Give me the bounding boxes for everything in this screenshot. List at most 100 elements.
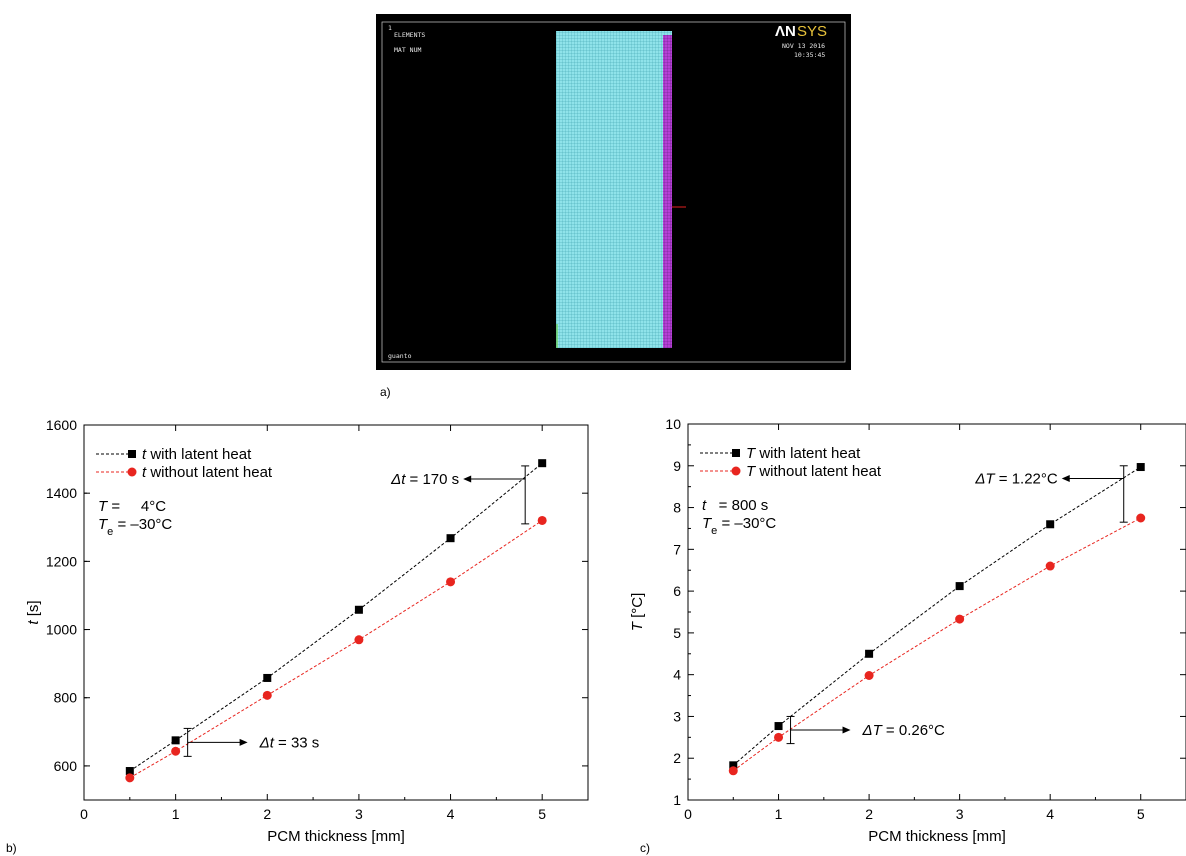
chart-1-ytick-label-1: 2 <box>673 750 681 766</box>
chart-1-xtick-label-2: 2 <box>865 806 873 822</box>
chart-0-series-1-point-1 <box>171 746 181 756</box>
chart-0-series-0-point-0 <box>125 767 134 776</box>
chart-0-series-0-point-3 <box>354 605 363 614</box>
chart-0-ytick-label-0: 600 <box>54 758 78 774</box>
chart-0-series-1-point-0 <box>125 773 135 783</box>
chart-0-ylabel: t [s] <box>25 600 42 624</box>
chart-0-ytick-label-3: 1200 <box>46 553 77 569</box>
chart-0-annotation-symbol-0: Δt <box>390 471 406 488</box>
fem-mesh-edge <box>663 35 672 348</box>
chart-1-annotation-label-0: ΔT = 1.22°C <box>974 470 1058 487</box>
chart-0-series-1-point-5 <box>537 515 547 525</box>
chart-0-condition-value-1: = –30°C <box>113 516 172 533</box>
chart-1-annotation-value-1: = 0.26°C <box>882 722 945 739</box>
fem-frame-number: 1 <box>388 24 392 32</box>
fem-mesh-svg: 1 ELEMENTS MAT NUM ΛN SYS NOV 13 2016 10… <box>381 21 846 363</box>
chart-1-series-1-point-0 <box>728 766 738 776</box>
chart-1-legend-symbol-0: T <box>746 445 757 462</box>
chart-1-ytick-label-4: 5 <box>673 625 681 641</box>
chart-1-legend-marker-0 <box>732 449 740 457</box>
chart-0-annotation-label-1: Δt = 33 s <box>259 734 320 751</box>
chart-0-series-0-line <box>129 462 543 772</box>
fem-mesh-body <box>556 35 663 348</box>
chart-1-ytick-label-5: 6 <box>673 583 681 599</box>
chart-0-ytick-label-4: 1400 <box>46 485 77 501</box>
chart-1-condition-value-0: = 800 s <box>706 497 768 514</box>
chart-0-series-0-point-1 <box>171 736 180 745</box>
chart-1-ytick-label-3: 4 <box>673 667 681 683</box>
chart-1-condition-symbol-0: t <box>702 497 707 514</box>
chart-0-condition-value-0: = 4°C <box>107 498 166 515</box>
chart-0-legend-marker-1 <box>127 467 137 477</box>
chart-1-legend-rest-0: with latent heat <box>755 445 861 462</box>
chart-0-ylabel-symbol: t <box>25 620 42 625</box>
chart-1-ylabel: T [°C] <box>629 593 646 632</box>
chart-0-xlabel: PCM thickness [mm] <box>267 828 405 845</box>
chart-1-series-1-point-5 <box>1136 513 1146 523</box>
fem-logo-part1: ΛN <box>775 23 796 40</box>
chart-1-ytick-label-7: 8 <box>673 500 681 516</box>
chart-1-series-0-point-0 <box>729 761 738 770</box>
chart-1-legend-label-0: T with latent heat <box>746 445 861 462</box>
chart-0-condition-symbol-1: T <box>98 516 109 533</box>
chart-0-series-0-point-5 <box>538 459 547 468</box>
chart-1-ytick-label-2: 3 <box>673 708 681 724</box>
chart-0-ytick-label-2: 1000 <box>46 622 77 638</box>
chart-0-series-0-point-2 <box>263 673 272 682</box>
chart-1-series-0-point-4 <box>1046 520 1055 529</box>
chart-1-series-1-point-1 <box>774 732 784 742</box>
fem-mesh-panel: 1 ELEMENTS MAT NUM ΛN SYS NOV 13 2016 10… <box>376 14 851 370</box>
fem-logo-part2: SYS <box>797 23 827 40</box>
chart-1-condition-0: t = 800 s <box>702 497 768 514</box>
chart-0-annotation-value-1: = 33 s <box>274 734 319 751</box>
chart-1-series-0-line <box>732 466 1141 766</box>
chart-0-xtick-label-2: 2 <box>263 806 271 822</box>
chart-1-xtick-label-0: 0 <box>684 806 692 822</box>
chart-0-legend-symbol-1: t <box>142 464 147 481</box>
chart-0-legend-rest-0: with latent heat <box>146 446 252 463</box>
chart-0-annotation-arrowhead-1 <box>239 738 248 746</box>
chart-0-series-1-point-4 <box>446 577 456 587</box>
chart-0-annotation-symbol-1: Δt <box>259 734 275 751</box>
chart-0-condition-sub-1: e <box>107 526 113 538</box>
chart-0-plot-frame <box>83 424 589 801</box>
chart-1-condition-value-1: = –30°C <box>717 515 776 532</box>
chart-1-annotation-arrowhead-1 <box>842 726 851 734</box>
chart-1-xtick-label-3: 3 <box>956 806 964 822</box>
chart-1-series-1-line <box>732 517 1141 772</box>
chart-0-condition-symbol-0: T <box>98 498 109 515</box>
chart-0-series-1-point-3 <box>354 635 364 645</box>
fem-label-elements: ELEMENTS <box>394 31 425 39</box>
chart-1-xlabel: PCM thickness [mm] <box>868 828 1006 845</box>
chart-1-condition-symbol-1: T <box>702 515 713 532</box>
chart-1-legend-symbol-1: T <box>746 463 757 480</box>
chart-1-condition-sub-1: e <box>711 525 717 537</box>
chart-0-xtick-label-4: 4 <box>447 806 455 822</box>
chart-0-annotation-label-0: Δt = 170 s <box>390 471 459 488</box>
chart-0-xtick-label-5: 5 <box>538 806 546 822</box>
chart-1-annotation-value-0: = 1.22°C <box>995 470 1058 487</box>
chart-1-condition-1: Te = –30°C <box>702 515 776 537</box>
chart-1-series-0-point-1 <box>774 722 783 731</box>
chart-0-condition-0: T = 4°C <box>98 498 166 515</box>
chart-1-ytick-label-9: 10 <box>665 416 681 432</box>
chart-1-series-1-point-3 <box>955 614 965 624</box>
chart-1-plot-frame <box>687 423 1186 801</box>
chart-0-series-0-point-4 <box>446 534 455 543</box>
chart-0-annotation-arrowhead-0 <box>463 475 472 483</box>
chart-0-ytick-label-1: 800 <box>54 690 78 706</box>
chart-0-condition-1: Te = –30°C <box>98 516 172 538</box>
chart-1-ytick-label-8: 9 <box>673 458 681 474</box>
chart-0-legend-symbol-0: t <box>142 446 147 463</box>
chart-1-series-1-point-4 <box>1045 561 1055 571</box>
chart-1-annotation-arrowhead-0 <box>1061 474 1070 482</box>
chart-0-legend-label-0: t with latent heat <box>142 446 252 463</box>
chart-1-annotation-symbol-0: ΔT <box>974 470 996 487</box>
fem-frame <box>381 21 846 363</box>
chart-1-annotation-symbol-1: ΔT <box>862 722 884 739</box>
chart-0-ylabel-unit: [s] <box>25 600 42 620</box>
chart-0-xtick-label-3: 3 <box>355 806 363 822</box>
chart-0-ytick-label-5: 1600 <box>46 417 77 433</box>
